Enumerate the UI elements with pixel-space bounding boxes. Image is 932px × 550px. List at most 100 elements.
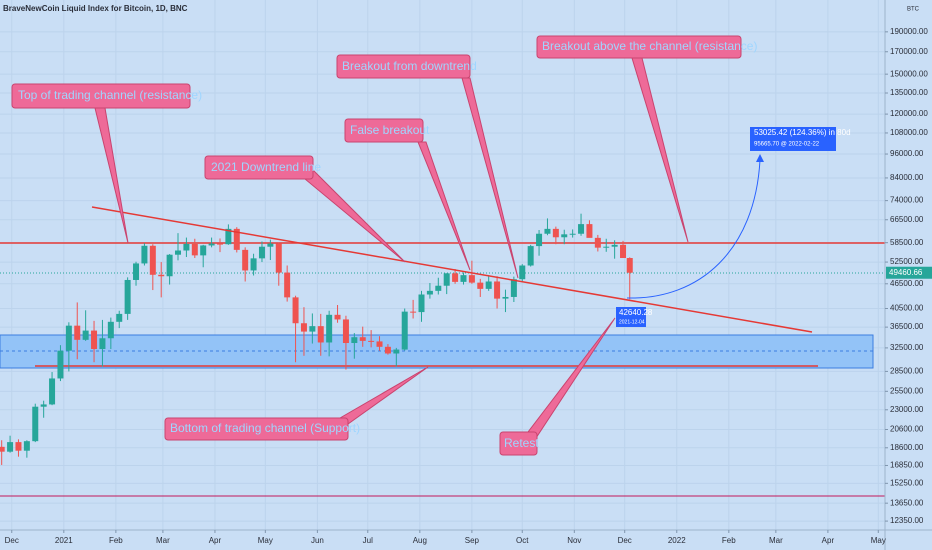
candle-body xyxy=(586,224,593,238)
candle-body xyxy=(468,275,475,283)
candle-body xyxy=(410,311,417,313)
candle-body xyxy=(435,285,442,291)
callout-text: Bottom of trading channel (Support) xyxy=(170,421,360,435)
candle-body xyxy=(611,244,618,247)
candle-body xyxy=(267,243,274,247)
candle-body xyxy=(536,233,543,247)
candle-body xyxy=(443,273,450,286)
candle-body xyxy=(107,321,114,339)
y-tick-label: 74000.00 xyxy=(890,196,924,205)
candle-body xyxy=(452,273,459,282)
candle-body xyxy=(519,265,526,280)
callout-box xyxy=(499,431,538,456)
callout: Retest xyxy=(499,317,616,456)
candle-body xyxy=(258,246,265,259)
candle-body xyxy=(175,250,182,255)
candle-body xyxy=(309,326,316,332)
y-tick-label: 25500.00 xyxy=(890,386,924,395)
candle-body xyxy=(569,233,576,235)
candle-body xyxy=(326,314,333,343)
callout: Top of trading channel (resistance) xyxy=(11,83,202,244)
candle-body xyxy=(225,228,232,245)
candle-body xyxy=(208,243,215,246)
low-value: 42640.28 xyxy=(619,308,653,317)
candle-body xyxy=(275,243,282,273)
y-tick-label: 66500.00 xyxy=(890,215,924,224)
candle-body xyxy=(32,406,39,442)
candle-body xyxy=(216,243,223,245)
y-tick-label: 16850.00 xyxy=(890,461,924,470)
candle-body xyxy=(351,337,358,344)
candle-body xyxy=(502,296,509,299)
x-tick-label: May xyxy=(258,536,273,545)
x-tick-label: Feb xyxy=(109,536,123,545)
projection-arrow xyxy=(756,154,764,162)
callout: False breakout xyxy=(344,118,471,271)
candle-body xyxy=(158,274,165,277)
candle-body xyxy=(191,243,198,256)
x-tick-label: Aug xyxy=(413,536,427,545)
candle-body xyxy=(23,441,30,451)
y-tick-label: 20600.00 xyxy=(890,425,924,434)
callout-text: 2021 Downtrend line xyxy=(211,160,321,174)
projection-box xyxy=(750,127,836,151)
x-tick-label: Feb xyxy=(722,536,736,545)
candle-body xyxy=(133,263,140,280)
candle-body xyxy=(124,279,131,314)
x-tick-label: Oct xyxy=(516,536,529,545)
y-tick-label: 46500.00 xyxy=(890,279,924,288)
candle-body xyxy=(510,279,517,297)
candle-body xyxy=(82,330,89,340)
x-tick-label: 2022 xyxy=(668,536,686,545)
candle-body xyxy=(603,246,610,248)
y-tick-label: 28500.00 xyxy=(890,367,924,376)
candle-body xyxy=(200,245,207,256)
candle-body xyxy=(141,245,148,264)
candle-body xyxy=(57,350,64,379)
candle-body xyxy=(552,228,559,238)
candle-body xyxy=(74,325,81,340)
candle-body xyxy=(15,442,22,451)
y-tick-label: 52500.00 xyxy=(890,257,924,266)
y-tick-label: 120000.00 xyxy=(890,109,928,118)
chart-title: BraveNewCoin Liquid Index for Bitcoin, 1… xyxy=(3,4,188,13)
last-price-box xyxy=(886,266,932,279)
callout: Bottom of trading channel (Support) xyxy=(164,366,429,441)
y-tick-label: 23000.00 xyxy=(890,405,924,414)
candle-body xyxy=(300,323,307,332)
x-tick-label: Apr xyxy=(209,536,222,545)
candle-body xyxy=(317,326,324,343)
candle-body xyxy=(561,234,568,238)
y-tick-label: 18600.00 xyxy=(890,443,924,452)
y-tick-label: 190000.00 xyxy=(890,27,928,36)
callout-text: Breakout above the channel (resistance) xyxy=(542,39,757,53)
candles xyxy=(0,213,633,465)
callout-box xyxy=(164,417,349,441)
candle-body xyxy=(477,282,484,289)
candle-body xyxy=(426,290,433,295)
support-band xyxy=(0,334,874,369)
x-tick-label: Jul xyxy=(363,536,373,545)
callout-text: Retest xyxy=(504,436,539,450)
y-tick-label: 13650.00 xyxy=(890,498,924,507)
y-tick-label: 135000.00 xyxy=(890,88,928,97)
candle-body xyxy=(334,314,341,320)
candle-body xyxy=(292,297,299,324)
y-tick-label: 96000.00 xyxy=(890,149,924,158)
callout-box xyxy=(344,118,424,143)
y-tick-label: 12350.00 xyxy=(890,516,924,525)
candle-body xyxy=(116,313,123,322)
callout-text: False breakout xyxy=(350,123,430,137)
candle-body xyxy=(494,281,501,299)
x-tick-label: 2021 xyxy=(55,536,73,545)
candle-body xyxy=(485,281,492,289)
candle-body xyxy=(233,228,240,250)
y-tick-label: 15250.00 xyxy=(890,478,924,487)
candle-body xyxy=(418,294,425,313)
candle-body xyxy=(544,228,551,234)
candle-body xyxy=(527,246,534,266)
candle-body xyxy=(626,258,633,273)
y-tick-label: 108000.00 xyxy=(890,128,928,137)
